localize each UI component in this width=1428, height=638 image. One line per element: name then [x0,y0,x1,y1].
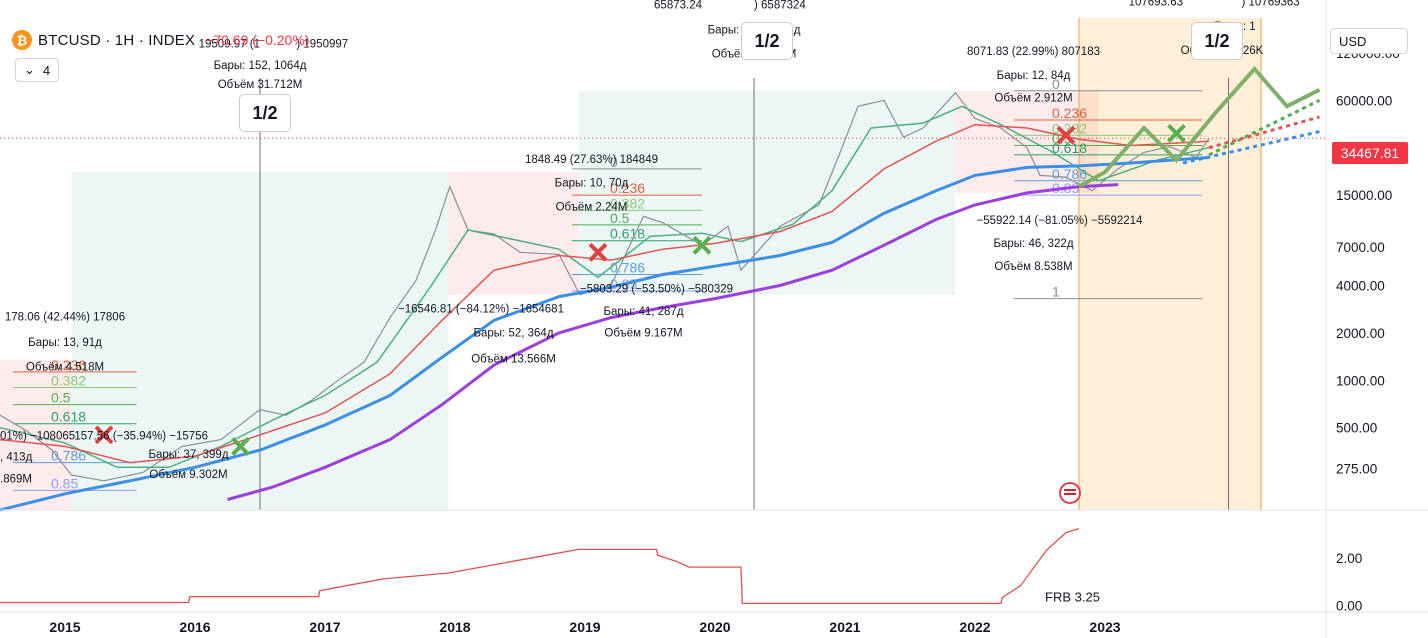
rate-step-line [0,527,1080,605]
indicators-count: 4 [42,62,51,78]
zone-3 [578,90,956,295]
cross-marker-icon [1167,123,1186,143]
measure-annotation: ) 6587324 [754,0,806,11]
measure-annotation: Бары: 37, 399д [148,449,228,461]
fib-level-label: 0.236 [610,180,645,196]
fib-level-label: 0.5 [51,390,71,406]
cross-marker-icon [692,235,712,255]
x-tick-label: 2016 [179,619,210,635]
y-tick-label: 275.00 [1336,462,1377,477]
measure-annotation: Бары: 46, 322д [993,238,1073,250]
chevron-down-icon: ⌄ [24,62,35,77]
indicators-collapse-button[interactable]: ⌄ 4 [15,58,60,82]
fib-level-label: 0.5 [610,210,630,226]
measure-annotation: Объём 9.302M [149,469,227,481]
measure-annotation: 157.56 (−35.94%) −15756 [74,431,208,443]
x-tick-label: 2018 [439,619,470,635]
fib-level-label: 0.786 [1052,166,1087,182]
measure-annotation: 1848.49 (27.63%) 184849 [525,154,658,166]
measure-annotation: Объём 2.912M [994,92,1072,104]
measure-annotation: −55922.14 (−81.05%) −5592214 [977,215,1144,227]
measure-annotation: Объём 2.24M [556,201,628,213]
y-tick-label: 60000.00 [1336,93,1392,108]
y-tick-label: 500.00 [1336,421,1377,436]
measure-annotation: Объём 13.566M [471,353,556,365]
measure-annotation: Бары: 41, 287д [603,306,683,318]
zone-5 [1079,18,1261,510]
fib-level-label: 0.382 [51,372,86,388]
x-tick-label: 2017 [309,619,340,635]
x-tick-label: 2021 [829,619,860,635]
measure-annotation: Объём 9.167M [604,327,682,339]
cross-marker-icon [231,437,250,456]
y-tick-label: 2000.00 [1336,326,1385,341]
y-tick-label: 7000.00 [1336,240,1385,255]
measure-annotation: Объём 4.518M [26,362,104,374]
measure-annotation: −16546.81 (−84.12%) −1654681 [398,303,564,315]
fib-level-label: 0.382 [610,195,645,211]
cross-marker-icon [94,425,114,445]
cross-marker-icon [1056,125,1076,145]
y-tick-label: 4000.00 [1336,278,1385,293]
measure-annotation: 178.06 (42.44%) 17806 [5,311,125,323]
currency-selector[interactable]: USD [1330,28,1408,54]
measure-annotation: Объём 31.712M [218,79,303,91]
fib-level-label: 0 [610,154,618,170]
measure-annotation: , 413д [0,451,33,463]
fib-level-label: 0 [1052,76,1060,92]
measure-annotation: Бары: 152, 1064д [214,60,307,72]
y-tick-label: 15000.00 [1336,188,1392,203]
symbol-header: ₿ BTCUSD · 1H · INDEX −70.69 (−0.20%) [12,30,309,50]
measure-annotation: Бары: 52, 364д [473,327,553,339]
projection-line-1 [1208,115,1320,150]
half-marker-1: 1/2 [239,94,291,132]
price-change: −70.69 (−0.20%) [205,32,310,48]
x-tick-label: 2020 [699,619,730,635]
projection-line-3 [1078,65,1321,189]
half-marker-3: 1/2 [1191,22,1243,60]
fib-level-label: 0.236 [1052,105,1087,121]
measure-annotation: Бары: 13, 91д [28,337,102,349]
measure-annotation: Бары: 12, 84д [997,70,1071,82]
measure-annotation: ) 10769363 [1242,0,1300,9]
zone-2 [448,172,579,295]
measure-annotation: .869M [0,473,32,485]
x-tick-label: 2022 [959,619,990,635]
measure-annotation: Бары: 10, 70д [555,178,629,190]
fib-level-label: 0.618 [51,409,86,425]
measure-annotation: 107693.63 [1129,0,1183,9]
x-tick-label: 2015 [49,619,80,635]
measure-annotation: −5803.29 (−53.50%) −580329 [580,284,733,296]
measure-annotation: 19509.97 (1 [199,38,260,50]
half-marker-2: 1/2 [741,22,793,60]
fib-level-label: 0.236 [51,357,86,373]
indicator-tick-label: 2.00 [1336,551,1362,566]
measure-annotation: 65873.24 [654,0,703,11]
x-tick-label: 2023 [1089,619,1120,635]
fib-level-label: 1 [1052,284,1060,300]
series-line-0 [0,91,1210,482]
indicator-tick-label: 0.00 [1336,598,1362,613]
series-line-2 [0,123,1210,464]
series-line-4 [227,183,1119,501]
x-tick-label: 2019 [569,619,600,635]
fib-level-label: 0.85 [51,475,78,491]
indicator-label: FRB 3.25 [1045,589,1100,604]
y-tick-label: 1000.00 [1336,373,1385,388]
measure-annotation: 01%) −108065 [0,431,75,443]
last-price-label: 34467.81 [1332,142,1408,164]
zone-0 [0,359,72,510]
series-line-3 [0,156,1210,512]
fib-level-label: 0.618 [1052,140,1087,156]
fib-level-label: 0.618 [610,226,645,242]
measure-annotation: 8071.83 (22.99%) 807183 [967,46,1100,58]
us-flag-icon[interactable] [1059,482,1081,504]
fib-level-label: 0.786 [610,259,645,275]
measure-annotation: ) 1950997 [296,38,348,50]
bitcoin-icon: ₿ [12,30,32,50]
cross-marker-icon [588,242,608,262]
symbol-title[interactable]: BTCUSD · 1H · INDEX [38,31,196,49]
measure-annotation: Объём 8.538M [994,261,1072,273]
